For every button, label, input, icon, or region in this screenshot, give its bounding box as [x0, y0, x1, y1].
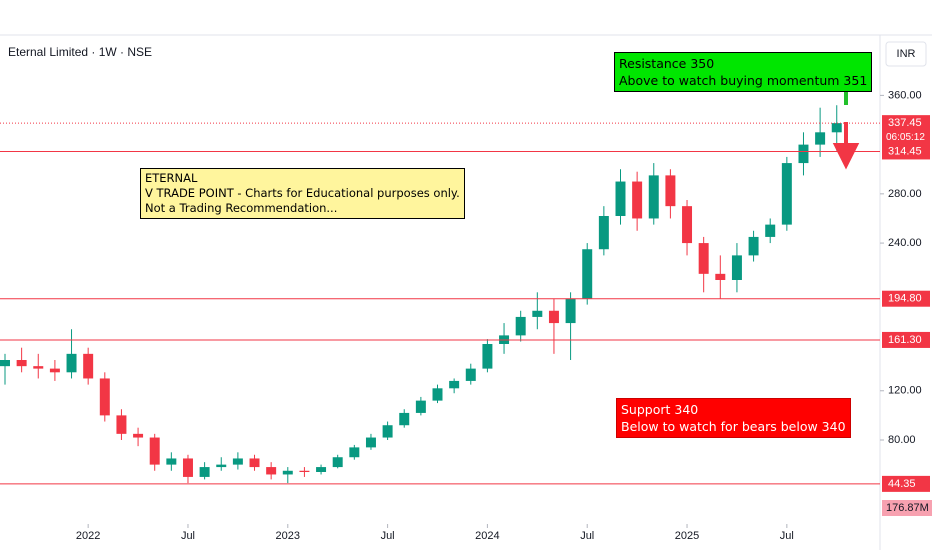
candle-body	[515, 316, 526, 336]
candle-body	[665, 175, 676, 207]
candle-body	[682, 206, 693, 244]
currency: INR	[897, 48, 916, 60]
level-label: 44.35	[888, 478, 916, 490]
y-tick-label: 80.00	[888, 434, 916, 446]
candle-body	[765, 224, 776, 237]
candle-body	[216, 464, 227, 468]
candle-body	[365, 437, 376, 448]
chart-title: Eternal Limited · 1W · NSE	[8, 45, 152, 59]
candle-body	[249, 458, 260, 468]
y-tick-label: 120.00	[888, 385, 922, 397]
candle-body	[731, 255, 742, 280]
candle-body	[831, 123, 842, 133]
disclaimer-note: ETERNAL V TRADE POINT - Charts for Educa…	[140, 168, 465, 219]
last-price-box	[882, 115, 930, 146]
y-tick-label: 360.00	[888, 89, 922, 101]
candle-body	[565, 298, 576, 324]
candle-body	[648, 175, 659, 219]
level-label: 314.45	[888, 145, 922, 157]
note-line: Above to watch buying momentum 351	[619, 73, 868, 88]
volume-label: 176.87M	[886, 502, 929, 514]
x-tick-label: 2023	[276, 530, 300, 542]
candle-body	[399, 412, 410, 426]
candle-body	[465, 368, 476, 381]
note-line: Not a Trading Recommendation...	[145, 201, 338, 215]
candle-body	[299, 470, 310, 472]
candle-body	[133, 433, 144, 438]
support-note: Support 340 Below to watch for bears bel…	[616, 398, 851, 438]
note-line: Resistance 350	[619, 56, 715, 71]
x-tick-label: Jul	[780, 530, 794, 542]
candle-body	[316, 467, 327, 472]
candle-body	[415, 400, 426, 413]
candle-body	[349, 447, 360, 458]
candle-body	[632, 181, 643, 219]
candle-body	[99, 378, 110, 416]
x-tick-label: 2022	[76, 530, 100, 542]
candle-body	[449, 380, 460, 389]
candle-body	[615, 181, 626, 216]
candle-body	[482, 344, 493, 369]
candle-body	[282, 470, 293, 475]
level-label: 161.30	[888, 334, 922, 346]
y-tick-label: 280.00	[888, 188, 922, 200]
candle-body	[798, 144, 809, 164]
candle-body	[698, 243, 709, 274]
x-tick-label: 2024	[475, 530, 499, 542]
candle-body	[116, 415, 127, 434]
candle-body	[16, 360, 27, 367]
level-box	[882, 143, 930, 160]
candle-body	[582, 249, 593, 299]
x-tick-label: Jul	[181, 530, 195, 542]
candle-body	[748, 236, 759, 256]
candle-body	[166, 458, 177, 465]
candle-body	[266, 467, 277, 475]
candle-body	[83, 353, 94, 379]
x-tick-label: Jul	[580, 530, 594, 542]
candle-body	[182, 458, 193, 477]
y-tick-label: 240.00	[888, 237, 922, 249]
candle-body	[598, 216, 609, 250]
level-label: 194.80	[888, 293, 922, 305]
candle-body	[66, 353, 77, 373]
candle-body	[382, 425, 393, 438]
note-line: Support 340	[621, 402, 699, 417]
candle-body	[149, 437, 160, 465]
candle-body	[548, 310, 559, 324]
volume-box	[882, 500, 932, 516]
candle-body	[199, 467, 210, 477]
candle-body	[49, 368, 60, 373]
candle-body	[33, 366, 44, 369]
candle-body	[781, 163, 792, 225]
note-line: V TRADE POINT - Charts for Educational p…	[145, 186, 460, 200]
note-line: ETERNAL	[145, 171, 198, 185]
countdown: 06:05:12	[886, 132, 925, 143]
currency-box[interactable]	[885, 41, 927, 67]
note-line: Below to watch for bears below 340	[621, 419, 846, 434]
x-tick-label: Jul	[381, 530, 395, 542]
level-box	[882, 475, 930, 492]
x-tick-label: 2025	[675, 530, 699, 542]
resistance-note: Resistance 350 Above to watch buying mom…	[614, 52, 873, 92]
candle-body	[715, 273, 726, 280]
candle-body	[532, 310, 543, 317]
down-arrow	[832, 122, 860, 170]
candle-body	[815, 132, 826, 145]
level-box	[882, 290, 930, 307]
candle-body	[332, 457, 343, 468]
candle-body	[0, 360, 10, 367]
level-box	[882, 331, 930, 348]
last-price-label: 337.45	[888, 117, 922, 129]
candle-body	[232, 458, 243, 465]
candle-body	[432, 388, 443, 401]
